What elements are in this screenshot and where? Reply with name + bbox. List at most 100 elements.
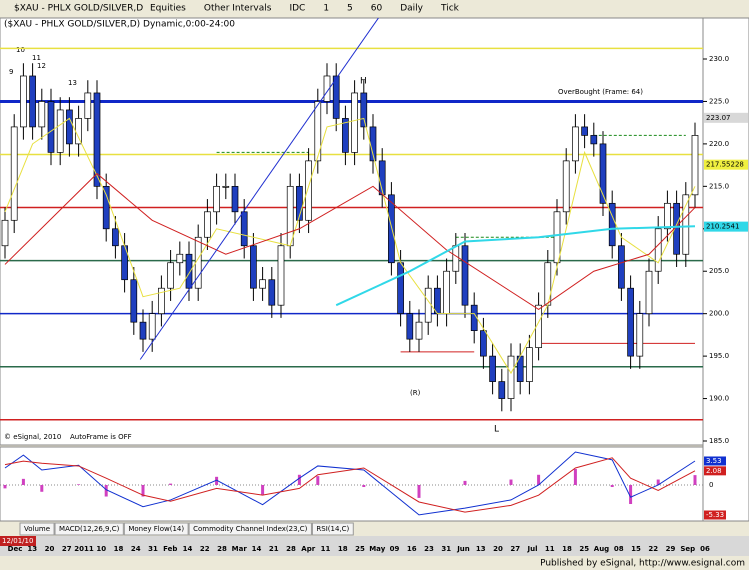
candle-body	[654, 228, 662, 272]
candle-body	[507, 355, 515, 399]
histogram-bar	[629, 484, 633, 505]
date-axis	[0, 536, 749, 556]
candle-body	[645, 270, 653, 315]
date-label: Aug	[594, 545, 609, 553]
annotation: 11	[32, 54, 41, 62]
candle-body	[351, 92, 358, 153]
tab-label[interactable]: MACD(12,26,9,C)	[59, 525, 120, 533]
histogram-bar	[104, 484, 108, 497]
candle-body	[29, 75, 36, 128]
candle-body	[480, 330, 487, 357]
annotation: L	[494, 425, 499, 435]
tab[interactable]	[123, 522, 189, 536]
tab[interactable]	[311, 522, 354, 536]
tab-label[interactable]: RSI(14,C)	[316, 525, 349, 533]
candle-body	[148, 313, 156, 340]
tab[interactable]	[19, 522, 55, 536]
candle-body	[443, 270, 450, 315]
candle-body	[213, 185, 220, 213]
price-tag	[704, 112, 748, 123]
y-tick-label: 195.0	[709, 352, 729, 360]
y-tick-label: 200.0	[709, 310, 729, 318]
candle-body	[268, 279, 276, 306]
price-panel	[0, 17, 704, 446]
annotation: © eSignal, 2010	[4, 433, 61, 441]
date-label: 11	[545, 545, 555, 553]
tab-label[interactable]: Commodity Channel Index(23,C)	[193, 525, 308, 533]
footer: Published by eSignal, http://www.esignal…	[540, 559, 745, 569]
toolbar-button[interactable]: Other Intervals	[204, 4, 272, 14]
date-label: 22	[200, 545, 210, 553]
date-label: 08	[614, 545, 624, 553]
candle-body	[664, 202, 671, 230]
toolbar-button[interactable]: Daily	[400, 4, 423, 14]
date-label: 28	[286, 545, 296, 553]
candle-body	[286, 185, 294, 247]
candle-body	[20, 75, 27, 128]
value-tag-label: 3.53	[706, 457, 722, 465]
candle-body	[590, 135, 598, 145]
symbol-box[interactable]: $XAU - PHLX GOLD/SILVER,D	[14, 4, 143, 14]
date-label: Feb	[163, 545, 177, 553]
histogram-bar	[261, 484, 265, 495]
overlay-line	[335, 225, 696, 307]
candle-body	[553, 211, 561, 264]
tab-label[interactable]: Money Flow(14)	[128, 525, 184, 533]
date-label: 23	[424, 545, 434, 553]
y-tick-label: 220.0	[709, 140, 729, 148]
overlay-line	[4, 172, 696, 311]
tab[interactable]	[54, 522, 124, 536]
date-label: 25	[355, 545, 365, 553]
candle-body	[139, 321, 147, 340]
candle-body	[332, 75, 340, 119]
value-tag	[704, 510, 726, 520]
candle-body	[544, 262, 552, 306]
start-date: 12/01/10	[2, 537, 33, 545]
candle-body	[572, 126, 579, 162]
histogram-bar	[169, 483, 173, 485]
date-label: Jul	[527, 545, 538, 553]
date-label: 2011	[74, 545, 94, 553]
candle-body	[682, 194, 690, 255]
date-label: 24	[131, 545, 141, 553]
date-label: 27	[510, 545, 520, 553]
candle-body	[323, 75, 331, 102]
candle-body	[342, 118, 349, 153]
candle-body	[599, 143, 607, 204]
tab-label[interactable]: Volume	[24, 525, 50, 533]
toolbar-button[interactable]: IDC	[289, 4, 305, 14]
date-label: 13	[476, 545, 486, 553]
date-label: 13	[27, 545, 37, 553]
toolbar-button[interactable]: Tick	[440, 4, 460, 14]
candle-body	[627, 287, 634, 357]
annotation: OverBought (Frame: 64)	[558, 88, 643, 96]
toolbar-button[interactable]: 60	[371, 4, 383, 14]
candle-body	[10, 126, 18, 221]
price-tag-label: 217.55228	[706, 161, 744, 169]
toolbar-button[interactable]: 1	[323, 4, 329, 14]
candle-body	[222, 185, 230, 188]
date-label: 11	[321, 545, 331, 553]
date-label: Mar	[232, 545, 248, 553]
date-label: 28	[217, 545, 227, 553]
annotation: AutoFrame is OFF	[70, 433, 132, 441]
value-tag-label: -5.33	[706, 511, 724, 519]
y-tick-label: 0	[709, 481, 713, 489]
candle-body	[397, 262, 404, 315]
toolbar-button[interactable]: Equities	[150, 4, 186, 14]
macd-panel	[0, 446, 704, 522]
candle-body	[75, 118, 82, 145]
date-label: 25	[579, 545, 589, 553]
toolbar-button[interactable]: 5	[347, 4, 353, 14]
right-axis	[702, 17, 749, 522]
date-label: 31	[441, 545, 451, 553]
candle-body	[636, 313, 644, 357]
overlay-line	[4, 117, 696, 375]
candle-body	[314, 101, 322, 162]
date-label: 20	[493, 545, 503, 553]
tab[interactable]	[188, 522, 312, 536]
histogram-bar	[3, 484, 7, 489]
candle-body	[296, 185, 303, 221]
candle-body	[562, 160, 570, 213]
price-tag	[704, 159, 748, 170]
